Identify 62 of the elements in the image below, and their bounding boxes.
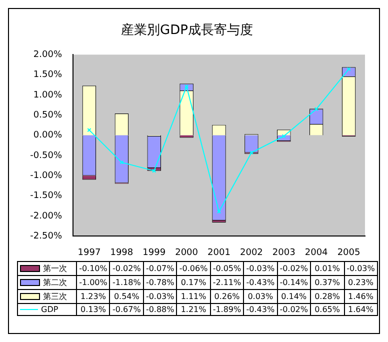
y-tick-label: -1.50% (30, 191, 62, 202)
data-label: 0.13% (76, 304, 110, 316)
x-tick-label: 2002 (240, 248, 263, 258)
data-label: -0.78% (143, 276, 177, 290)
data-label: 1.23% (76, 290, 110, 304)
data-label: 0.01% (310, 262, 344, 276)
x-tick-label: 1998 (110, 248, 134, 258)
data-label: -0.06% (176, 262, 210, 276)
y-tick-label: 1.50% (33, 70, 62, 80)
data-label: -0.02% (110, 262, 144, 276)
x-tick-label: 1997 (78, 248, 101, 258)
data-label: 1.46% (344, 290, 378, 304)
data-label: -1.00% (76, 276, 110, 290)
y-tick-label: -0.50% (30, 150, 62, 161)
data-label: -0.03% (344, 262, 378, 276)
y-tick-label: -2.50% (30, 232, 62, 242)
legend-label: GDP (41, 305, 58, 314)
legend-label: 第三次 (43, 292, 67, 301)
data-label: 0.26% (210, 290, 244, 304)
y-tick-label: 0.50% (33, 110, 62, 120)
data-label: 0.14% (277, 290, 311, 304)
y-tick-label: -1.00% (30, 171, 62, 182)
x-tick-label: 2004 (304, 248, 328, 258)
data-label: 1.64% (344, 304, 378, 316)
data-label: -0.88% (143, 304, 177, 316)
data-label: -0.03% (143, 290, 177, 304)
data-label: 0.23% (344, 276, 378, 290)
data-label: 0.65% (310, 304, 344, 316)
data-label: 0.28% (310, 290, 344, 304)
data-label: -0.67% (110, 304, 144, 316)
data-label: -0.43% (244, 304, 278, 316)
data-label: -0.43% (244, 276, 278, 290)
point (216, 210, 222, 214)
data-label: -0.14% (277, 276, 311, 290)
chart-title: 産業別GDP成長寄与度 (121, 22, 253, 38)
data-label: -1.18% (110, 276, 144, 290)
data-label: -0.02% (277, 304, 311, 316)
point (120, 160, 124, 164)
y-tick-label: 2.00% (33, 50, 62, 60)
data-label: 0.03% (244, 290, 278, 304)
data-label: -0.07% (143, 262, 177, 276)
data-label: 0.17% (176, 276, 210, 290)
data-label: 1.11% (176, 290, 210, 304)
legend-label: 第二次 (43, 278, 67, 287)
x-tick-label: 2003 (272, 248, 296, 258)
x-tick-label: 1999 (142, 248, 166, 258)
data-label: -1.89% (210, 304, 244, 316)
legend-label: 第一次 (43, 264, 67, 273)
x-tick-label: 2005 (337, 248, 360, 258)
data-label: -2.11% (210, 276, 244, 290)
data-label: 1.21% (176, 304, 210, 316)
data-label: -0.05% (210, 262, 244, 276)
data-label: 0.37% (310, 276, 344, 290)
x-tick-label: 2000 (175, 248, 198, 258)
data-label: -0.02% (277, 262, 311, 276)
y-tick-label: -2.00% (30, 211, 62, 222)
x-tick-label: 2001 (208, 248, 230, 258)
y-tick-label: 1.00% (33, 90, 62, 100)
data-label: -0.10% (76, 262, 110, 276)
y-tick-label: 0.00% (33, 130, 62, 141)
data-label: 0.54% (110, 290, 144, 304)
data-label: -0.03% (244, 262, 278, 276)
